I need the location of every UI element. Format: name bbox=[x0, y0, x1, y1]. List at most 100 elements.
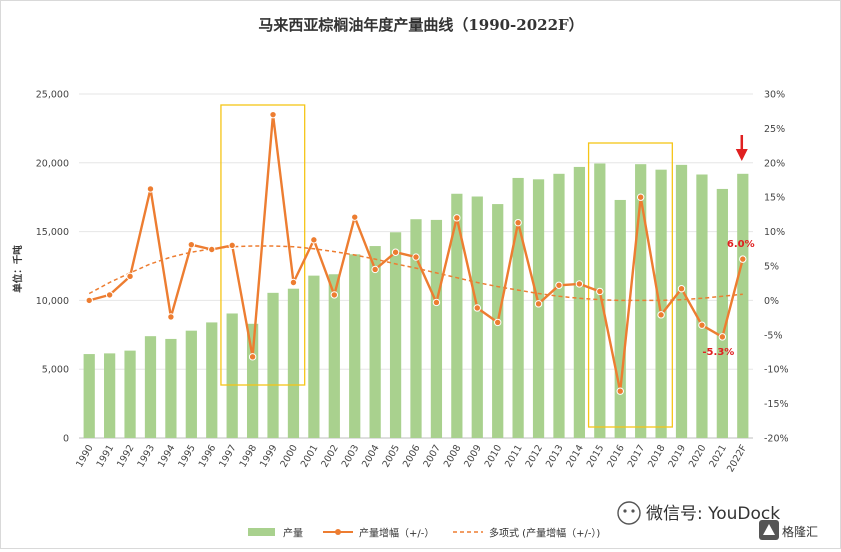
x-tick-label: 2011 bbox=[503, 443, 525, 469]
growth-point bbox=[698, 321, 706, 329]
growth-point bbox=[248, 353, 257, 361]
watermark: 微信号: YouDock 格隆汇 bbox=[617, 501, 818, 540]
bar bbox=[369, 246, 381, 438]
bar bbox=[594, 163, 606, 438]
bar bbox=[185, 330, 197, 438]
y2-tick-label: 30% bbox=[764, 90, 785, 101]
x-tick-label: 2003 bbox=[340, 443, 362, 469]
x-tick-label: 1993 bbox=[135, 443, 157, 469]
growth-point bbox=[453, 214, 461, 222]
x-tick-label: 2004 bbox=[360, 443, 382, 469]
legend: 产量 产量增幅（+/-） 多项式 (产量增幅（+/-）) bbox=[248, 527, 600, 540]
data-label: -5.3% bbox=[702, 347, 734, 358]
watermark-text: 微信号: YouDock bbox=[646, 504, 780, 524]
x-tick-label: 2010 bbox=[483, 443, 505, 469]
growth-point bbox=[575, 280, 584, 288]
growth-point bbox=[473, 304, 481, 312]
legend-label: 产量增幅（+/-） bbox=[359, 527, 434, 540]
legend-label: 产量 bbox=[283, 527, 303, 540]
bar bbox=[349, 254, 361, 438]
bar bbox=[471, 196, 483, 438]
y2-tick-label: -5% bbox=[764, 330, 783, 341]
y2-tick-label: 0% bbox=[764, 296, 779, 307]
highlight-boxes bbox=[220, 104, 673, 428]
growth-point bbox=[412, 253, 420, 261]
bar bbox=[83, 354, 95, 438]
x-tick-label: 1992 bbox=[115, 443, 137, 469]
growth-point bbox=[555, 281, 563, 289]
bar bbox=[655, 169, 667, 438]
growth-point bbox=[269, 110, 277, 119]
bar bbox=[737, 173, 749, 439]
left-axis: 0 5,000 10,000 15,000 20,000 25,000 bbox=[36, 90, 69, 445]
growth-point bbox=[514, 218, 522, 227]
growth-point bbox=[718, 333, 727, 341]
growth-point bbox=[371, 265, 379, 274]
growth-point bbox=[228, 241, 236, 250]
wechat-icon bbox=[617, 501, 641, 525]
highlight-box bbox=[587, 142, 673, 428]
growth-point bbox=[534, 300, 543, 308]
x-tick-label: 2022F bbox=[725, 443, 749, 474]
y2-tick-label: -20% bbox=[764, 434, 789, 445]
annotations: 6.0% -5.3% bbox=[702, 135, 755, 358]
chart-title: 马来西亚棕榈油年度产量曲线（1990-2022F） bbox=[258, 16, 583, 34]
y2-tick-label: -15% bbox=[764, 399, 789, 410]
bar bbox=[308, 275, 320, 438]
x-tick-label: 1991 bbox=[95, 443, 117, 469]
growth-point bbox=[289, 278, 298, 287]
growth-point bbox=[85, 296, 93, 305]
bar bbox=[553, 173, 565, 439]
growth-point bbox=[493, 318, 502, 327]
growth-point bbox=[657, 311, 665, 319]
growth-point bbox=[677, 285, 686, 293]
bar bbox=[267, 292, 279, 438]
growth-point bbox=[351, 213, 359, 221]
x-tick-label: 1997 bbox=[217, 443, 239, 469]
bar bbox=[124, 350, 136, 438]
y-tick-label: 5,000 bbox=[42, 365, 69, 376]
x-tick-label: 1990 bbox=[74, 443, 96, 469]
growth-point bbox=[167, 313, 175, 321]
y-tick-label: 0 bbox=[63, 434, 69, 445]
x-tick-label: 2002 bbox=[319, 443, 341, 469]
growth-point bbox=[391, 248, 400, 256]
x-tick-label: 1998 bbox=[238, 443, 260, 469]
bar bbox=[716, 188, 728, 438]
growth-point bbox=[310, 236, 318, 244]
growth-point bbox=[636, 193, 645, 201]
bar bbox=[512, 177, 524, 438]
x-tick-label: 2009 bbox=[462, 443, 484, 469]
x-tick-label: 2020 bbox=[687, 443, 709, 469]
y2-tick-label: 20% bbox=[764, 158, 785, 169]
growth-point bbox=[739, 255, 747, 263]
trendline bbox=[88, 245, 743, 302]
bar bbox=[144, 336, 157, 438]
data-label: 6.0% bbox=[727, 239, 755, 250]
y-axis-label: 单位：千吨 bbox=[12, 245, 24, 293]
y2-tick-label: 5% bbox=[764, 262, 779, 273]
x-tick-label: 1996 bbox=[197, 443, 219, 469]
y2-tick-label: -10% bbox=[764, 365, 789, 376]
x-tick-label: 2015 bbox=[585, 443, 607, 469]
x-tick-label: 2012 bbox=[524, 443, 546, 469]
bar bbox=[451, 193, 463, 438]
bar bbox=[389, 232, 402, 438]
bar bbox=[614, 199, 626, 438]
growth-point bbox=[146, 185, 155, 193]
x-tick-label: 1994 bbox=[156, 443, 178, 469]
x-tick-label: 2001 bbox=[299, 443, 321, 469]
y2-tick-label: 15% bbox=[764, 193, 785, 204]
growth-point bbox=[208, 245, 216, 254]
x-tick-label: 2000 bbox=[278, 443, 300, 469]
highlight-box bbox=[220, 104, 306, 386]
trendline-path bbox=[88, 245, 743, 302]
growth-point bbox=[126, 272, 134, 281]
legend-label: 多项式 (产量增幅（+/-）) bbox=[489, 527, 600, 540]
brand-logo-icon bbox=[759, 520, 779, 540]
growth-point bbox=[616, 387, 624, 395]
bar bbox=[328, 274, 340, 438]
bar bbox=[226, 313, 238, 438]
